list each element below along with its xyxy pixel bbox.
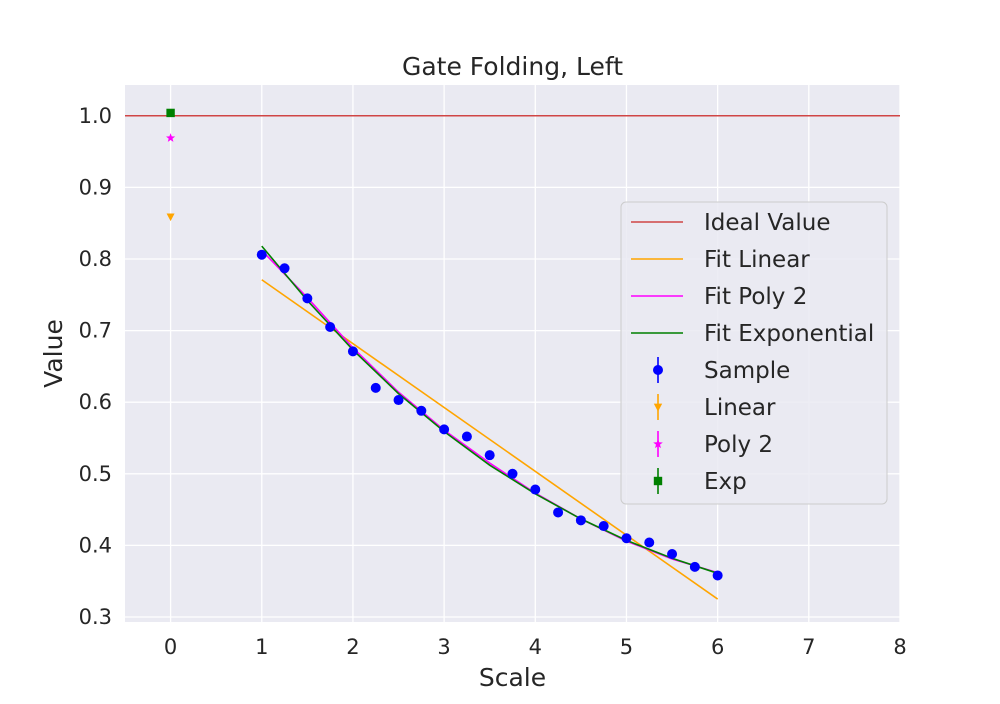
sample-point (553, 507, 564, 518)
sample-point (689, 561, 700, 572)
sample-point (530, 484, 541, 495)
fit-exponential-line (261, 245, 718, 575)
sample-point (370, 382, 381, 393)
linear-extrapolation-point (166, 213, 175, 222)
legend-label: Linear (704, 395, 776, 421)
x-tick-label: 6 (711, 635, 724, 659)
sample-point (621, 533, 632, 544)
legend-marker (653, 438, 663, 449)
sample-point (279, 263, 290, 274)
series-layer (125, 108, 900, 600)
legend-marker (653, 365, 663, 375)
sample-point (712, 570, 723, 581)
x-tick-label: 1 (255, 635, 268, 659)
x-tick-label: 5 (620, 635, 633, 659)
legend-label: Fit Exponential (704, 321, 874, 347)
sample-point (575, 515, 586, 526)
x-tick-label: 4 (529, 635, 542, 659)
y-tick-label: 0.6 (79, 390, 112, 414)
legend-marker (653, 476, 663, 486)
x-tick-label: 8 (893, 635, 906, 659)
y-tick-label: 0.9 (79, 175, 112, 199)
sample-point (416, 405, 427, 416)
sample-point (302, 293, 313, 304)
x-tick-label: 7 (802, 635, 815, 659)
sample-point (256, 249, 267, 260)
y-tick-label: 0.7 (79, 319, 112, 343)
sample-point (644, 537, 655, 548)
sample-point (347, 346, 358, 357)
x-tick-label: 0 (164, 635, 177, 659)
x-axis-label: Scale (479, 663, 546, 692)
sample-point (484, 450, 495, 461)
legend-label: Sample (704, 358, 790, 384)
x-tick-label: 2 (346, 635, 359, 659)
sample-point (325, 322, 336, 333)
chart-title: Gate Folding, Left (402, 52, 623, 81)
y-tick-label: 0.5 (79, 462, 112, 486)
legend-label: Exp (704, 469, 747, 495)
y-axis-label: Value (39, 319, 68, 388)
legend-label: Fit Poly 2 (704, 284, 807, 310)
ticks: 0 1 2 3 4 5 6 7 8 0.3 0.4 0.5 0.6 0.7 0.8 0.9 1.0 (79, 104, 907, 659)
x-tick-label: 3 (437, 635, 450, 659)
legend-label: Fit Linear (704, 247, 810, 273)
poly-2-extrapolation-point (166, 133, 176, 142)
y-tick-label: 0.8 (79, 247, 112, 271)
legend: Ideal Value Fit Linear Fit Poly 2 Fit Expon… (620, 201, 888, 505)
sample-point (461, 431, 472, 442)
sample-point (439, 424, 450, 435)
sample-point (667, 548, 678, 559)
legend-marker (653, 403, 663, 412)
sample-point (598, 521, 609, 532)
legend-box (620, 201, 888, 505)
grid (125, 85, 901, 622)
exp-extrapolation-point (166, 108, 175, 118)
sample-point (507, 468, 518, 479)
legend-label: Ideal Value (704, 210, 831, 236)
sample-point (393, 395, 404, 406)
y-tick-label: 0.3 (79, 605, 112, 629)
y-tick-label: 0.4 (79, 533, 112, 557)
legend-label: Poly 2 (704, 432, 773, 458)
y-tick-label: 1.0 (79, 104, 112, 128)
